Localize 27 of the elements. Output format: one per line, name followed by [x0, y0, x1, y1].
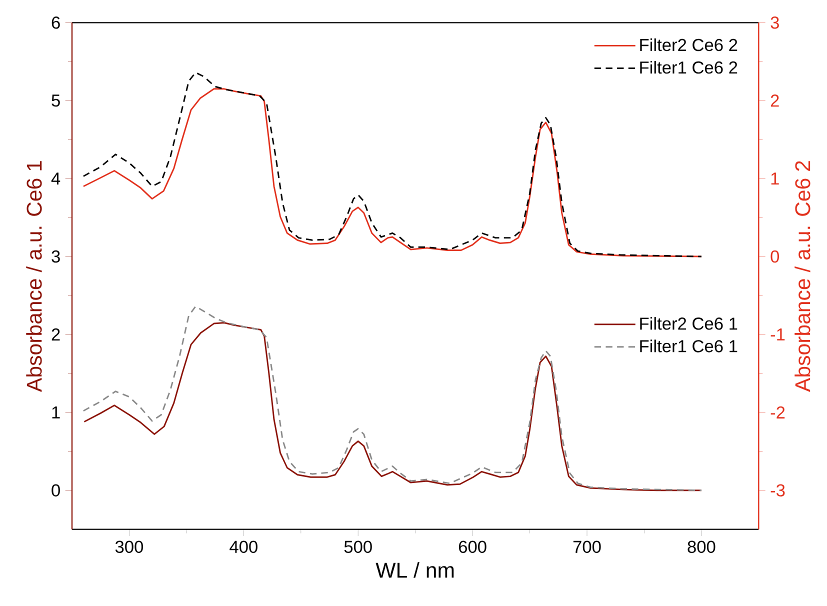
y2-tick-label: -3 — [770, 484, 785, 496]
y2-tick-label: -2 — [770, 406, 785, 418]
y2-tick-label: 1 — [771, 172, 779, 185]
y-tick-label: 3 — [52, 250, 60, 263]
y-tick-label: 2 — [52, 328, 60, 341]
x-tick-label: 500 — [344, 540, 372, 553]
legend-label: Filter2 Ce6 2 — [640, 38, 738, 52]
y-tick-label: 4 — [51, 172, 60, 185]
x-axis-title: WL / nm — [376, 562, 454, 578]
x-tick-label: 800 — [688, 540, 716, 553]
y-tick-label: 5 — [52, 94, 60, 107]
y2-tick-label: -1 — [770, 328, 785, 340]
y-axis-title: Absorbance / a.u. Ce6 1 — [26, 161, 42, 392]
legend-label: Filter1 Ce6 1 — [640, 340, 738, 352]
y-tick-label: 0 — [52, 484, 60, 496]
x-tick-label: 700 — [573, 540, 601, 553]
x-tick-label: 600 — [458, 540, 486, 553]
x-tick-label: 400 — [230, 540, 258, 553]
y2-tick-label: 0 — [770, 250, 780, 263]
y2-tick-label: 2 — [770, 94, 779, 107]
y-tick-label: 6 — [52, 16, 60, 29]
legend-label: Filter1 Ce6 2 — [640, 60, 738, 74]
y-tick-label: 1 — [52, 406, 60, 418]
x-tick-label: 300 — [115, 540, 144, 553]
legend-label: Filter2 Ce6 1 — [640, 317, 738, 330]
y2-axis-title: Absorbance / a.u. Ce6 2 — [794, 161, 810, 392]
y2-tick-label: 3 — [770, 16, 779, 29]
